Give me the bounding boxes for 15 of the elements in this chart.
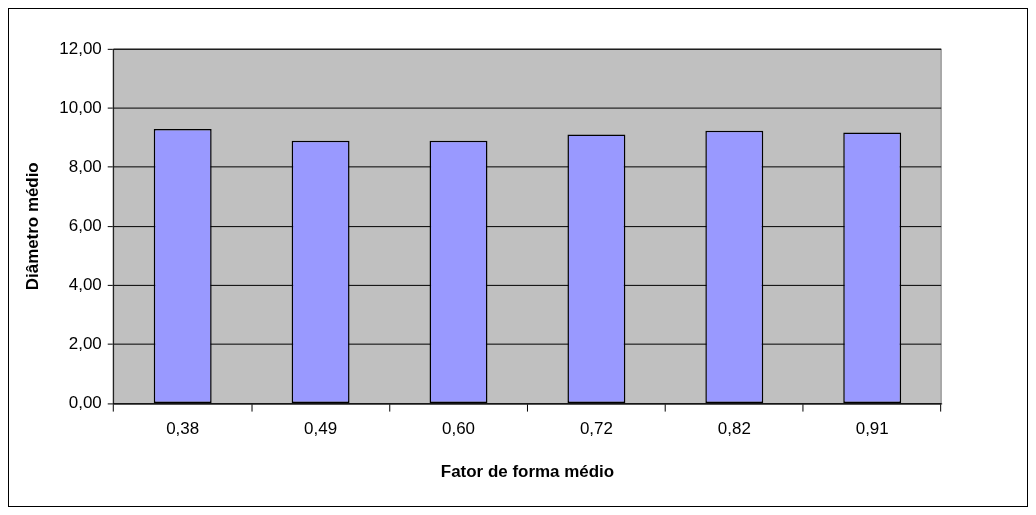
x-tick-label: 0,91 bbox=[855, 419, 889, 439]
x-tick-label: 0,60 bbox=[442, 419, 475, 439]
y-tick-label: 8,00 bbox=[68, 156, 102, 176]
y-axis-title: Diâmetro médio bbox=[22, 162, 42, 291]
x-tick-label: 0,38 bbox=[166, 419, 200, 439]
y-tick-label: 10,00 bbox=[59, 97, 102, 117]
y-tick-label: 12,00 bbox=[59, 38, 102, 58]
x-tick-label: 0,72 bbox=[579, 419, 613, 439]
x-tick-label: 0,49 bbox=[304, 419, 338, 439]
y-tick-label: 2,00 bbox=[68, 334, 102, 354]
y-tick-label: 0,00 bbox=[68, 393, 102, 413]
y-tick-label: 6,00 bbox=[68, 215, 102, 235]
y-tick-label: 4,00 bbox=[68, 275, 102, 295]
x-tick-label: 0,82 bbox=[717, 419, 751, 439]
x-axis-title: Fator de forma médio bbox=[440, 461, 615, 481]
